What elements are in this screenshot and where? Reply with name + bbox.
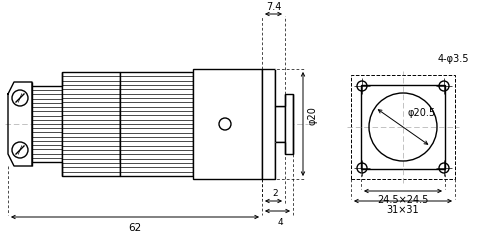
Bar (285, 94, 293, 154)
Bar (361, 85, 445, 169)
Text: φ20.5: φ20.5 (407, 108, 435, 118)
Bar (275, 69, 285, 106)
Text: 4: 4 (278, 218, 283, 227)
Text: 24.5×24.5: 24.5×24.5 (378, 195, 429, 205)
Bar (275, 142, 285, 179)
Text: 4-φ3.5: 4-φ3.5 (437, 54, 469, 64)
Bar (262, 69, 275, 179)
Text: 7.4: 7.4 (266, 2, 281, 12)
Bar (32, 86, 62, 162)
Bar (62, 72, 120, 176)
Bar (275, 106, 285, 142)
Text: 31×31: 31×31 (387, 205, 419, 215)
Bar (120, 72, 193, 176)
Text: φ20: φ20 (308, 107, 318, 125)
Bar (351, 75, 455, 179)
Bar (193, 69, 262, 179)
Text: 62: 62 (128, 223, 142, 233)
Text: 2: 2 (272, 189, 278, 198)
